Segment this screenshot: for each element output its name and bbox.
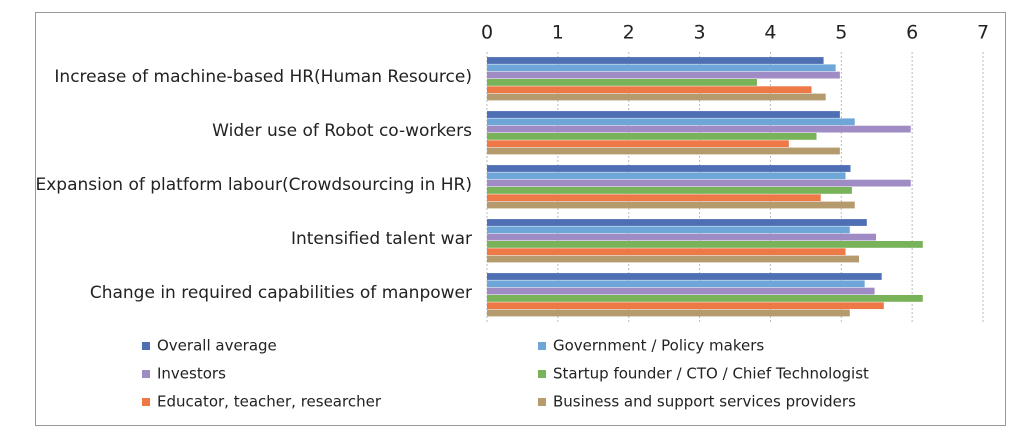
bar — [487, 280, 865, 288]
x-tick-label: 5 — [835, 22, 847, 44]
bar — [487, 172, 846, 180]
bar — [487, 194, 821, 202]
bar — [487, 57, 824, 64]
legend-label: Business and support services providers — [553, 393, 856, 411]
bar — [487, 71, 840, 79]
legend-label: Investors — [157, 365, 226, 383]
bar — [487, 179, 911, 187]
y-tick-label: Expansion of platform labour(Crowdsourci… — [36, 175, 473, 195]
bar — [487, 93, 826, 101]
bar — [487, 241, 923, 248]
bar — [487, 111, 840, 118]
x-tick-label: 7 — [977, 22, 989, 44]
x-tick-label: 6 — [906, 22, 918, 44]
x-tick-label: 0 — [481, 22, 493, 44]
bar — [487, 302, 884, 310]
legend-swatch — [142, 398, 150, 406]
y-tick-label: Change in required capabilities of manpo… — [90, 283, 472, 303]
legend-label: Government / Policy makers — [553, 337, 764, 355]
bar — [487, 147, 840, 155]
bar — [487, 118, 855, 126]
bar — [487, 287, 875, 295]
bar — [487, 201, 855, 209]
bar — [487, 140, 789, 148]
bar — [487, 165, 851, 172]
bar — [487, 273, 882, 280]
y-tick-label: Increase of machine-based HR(Human Resou… — [54, 67, 472, 87]
bar — [487, 64, 836, 72]
bar — [487, 86, 812, 94]
bar — [487, 125, 911, 133]
x-tick-label: 1 — [552, 22, 564, 44]
legend-swatch — [538, 398, 546, 406]
bar — [487, 309, 850, 317]
legend-label: Startup founder / CTO / Chief Technologi… — [553, 365, 869, 383]
y-tick-label: Wider use of Robot co-workers — [212, 121, 472, 141]
bar — [487, 79, 757, 86]
x-tick-label: 3 — [694, 22, 706, 44]
legend-swatch — [142, 342, 150, 350]
legend-label: Overall average — [157, 337, 277, 355]
bar — [487, 255, 859, 263]
bar — [487, 187, 852, 194]
x-tick-label: 4 — [764, 22, 776, 44]
legend-swatch — [538, 370, 546, 378]
bar — [487, 248, 846, 256]
bar — [487, 295, 923, 302]
legend-swatch — [142, 370, 150, 378]
x-tick-label: 2 — [623, 22, 635, 44]
bar — [487, 226, 850, 234]
legend-swatch — [538, 342, 546, 350]
y-tick-label: Intensified talent war — [291, 229, 472, 249]
legend-label: Educator, teacher, researcher — [157, 393, 382, 411]
bar — [487, 233, 877, 241]
bar — [487, 133, 817, 140]
bar — [487, 219, 867, 226]
